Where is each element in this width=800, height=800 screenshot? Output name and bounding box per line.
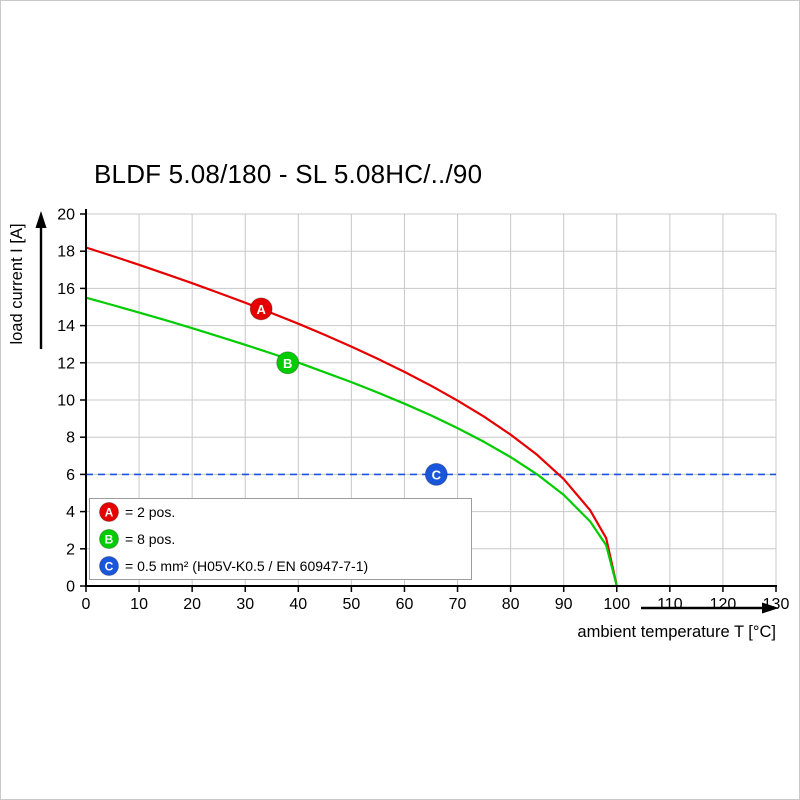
marker-letter-A: A (256, 302, 266, 317)
x-tick-label: 60 (396, 596, 414, 613)
chart-canvas: 0 10 20 30 40 50 60 70 80 90 100 110 120 130024681012… (35, 207, 789, 614)
x-tick-label: 90 (555, 596, 573, 613)
legend-label-A: = 2 pos. (125, 504, 175, 520)
y-tick-label: 18 (57, 244, 75, 261)
legend-marker-letter-A: A (105, 506, 114, 520)
y-axis-arrow-head-icon (35, 211, 47, 228)
legend-marker-A-icon (99, 502, 119, 522)
y-tick-label: 6 (66, 467, 75, 484)
x-tick-label: 100 (603, 596, 630, 613)
marker-letter-C: C (432, 467, 442, 482)
x-tick-label: 20 (183, 596, 201, 613)
marker-A-icon (249, 297, 273, 321)
y-tick-label: 0 (66, 579, 75, 596)
x-axis-label: ambient temperature T [°C] (577, 623, 776, 641)
curve-B (85, 296, 618, 587)
curve-A (85, 246, 618, 587)
chart-title: BLDF 5.08/180 - SL 5.08HC/../90 (94, 159, 483, 189)
y-tick-label: 12 (57, 355, 75, 372)
legend-marker-letter-C: C (105, 560, 114, 574)
y-tick-label: 8 (66, 430, 75, 447)
x-tick-label: 110 (657, 596, 683, 613)
marker-letter-B: B (283, 356, 292, 371)
marker-B-icon (276, 351, 300, 375)
x-tick-label: 80 (502, 596, 520, 613)
legend-marker-letter-B: B (105, 533, 114, 547)
y-tick-label: 14 (57, 318, 75, 335)
legend-label-B: = 8 pos. (125, 531, 175, 547)
y-tick-label: 10 (57, 393, 75, 410)
marker-C-icon (424, 462, 448, 486)
legend-box (89, 498, 472, 580)
y-tick-label: 2 (66, 541, 75, 558)
x-tick-label: 30 (236, 596, 254, 613)
y-tick-label: 20 (57, 207, 75, 224)
x-tick-label: 40 (289, 596, 307, 613)
y-tick-label: 16 (57, 281, 75, 298)
x-axis-arrow-head-icon (762, 602, 779, 614)
legend-marker-B-icon (99, 529, 119, 549)
x-tick-label: 0 (82, 596, 91, 613)
legend-marker-C-icon (99, 556, 119, 576)
legend-label-C: = 0.5 mm² (H05V-K0.5 / EN 60947-7-1) (125, 558, 368, 574)
x-tick-label: 120 (710, 596, 737, 613)
x-tick-label: 70 (449, 596, 467, 613)
y-tick-label: 4 (66, 504, 75, 521)
y-axis-label: load current I [A] (8, 223, 26, 344)
x-tick-label: 10 (130, 596, 148, 613)
x-tick-label: 50 (342, 596, 360, 613)
